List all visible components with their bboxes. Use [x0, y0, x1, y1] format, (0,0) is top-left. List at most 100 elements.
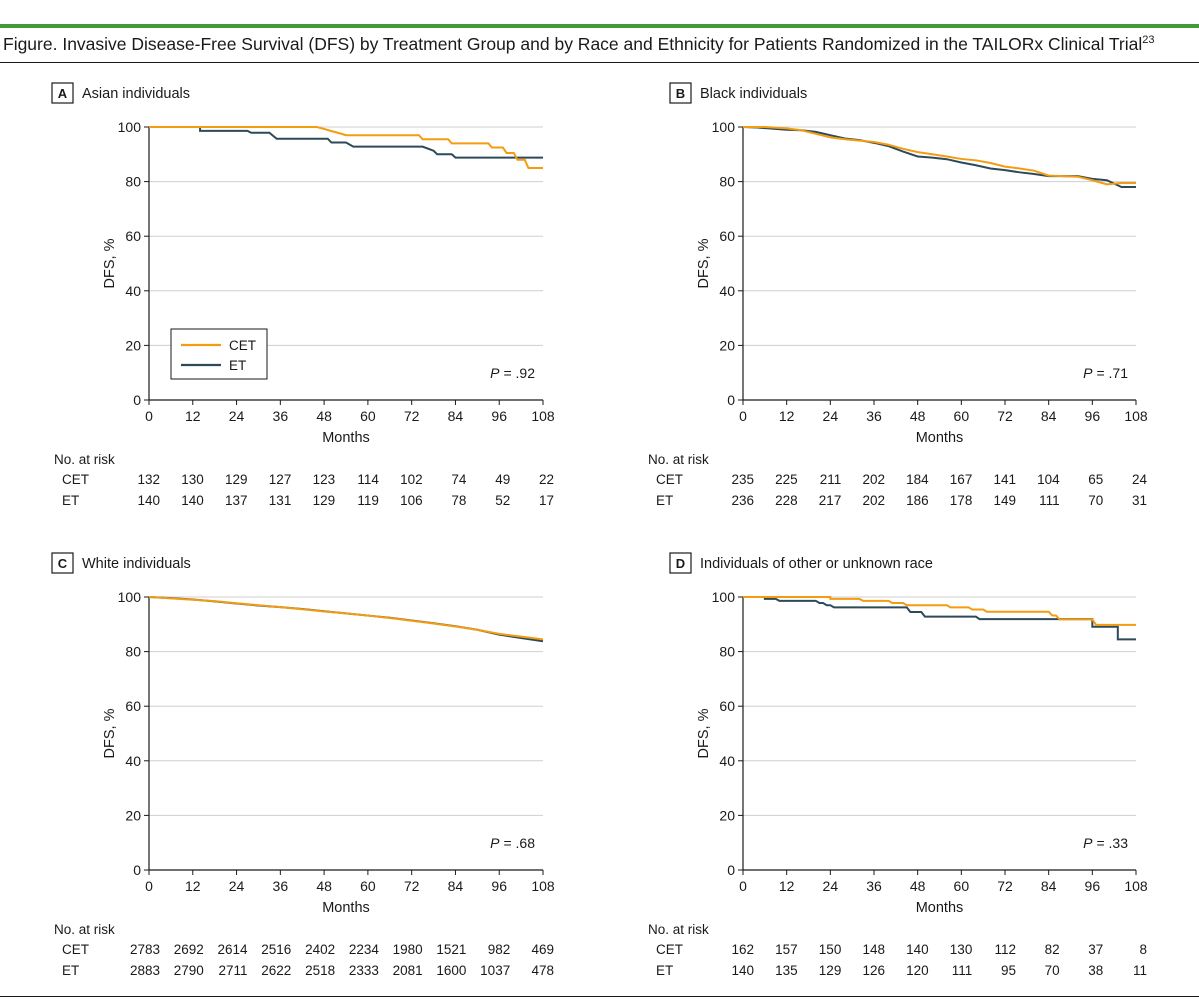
y-tick-label: 20	[719, 807, 735, 823]
at-risk-value: 149	[993, 493, 1016, 508]
panel-letter: D	[676, 556, 685, 571]
at-risk-value: 235	[731, 472, 754, 487]
top-accent-bar	[0, 24, 1199, 28]
y-tick-label: 0	[727, 392, 735, 408]
panel-letter: B	[676, 86, 685, 101]
x-tick-label: 0	[145, 878, 153, 894]
y-tick-label: 60	[719, 698, 735, 714]
legend-label-cet: CET	[229, 338, 256, 353]
series-line-et	[742, 126, 1136, 189]
panel-letter: A	[58, 86, 68, 101]
at-risk-header: No. at risk	[648, 922, 709, 937]
legend-box	[170, 328, 268, 380]
at-risk-value: 38	[1088, 963, 1103, 978]
x-tick-label: 108	[1124, 408, 1148, 424]
series-line-cet	[743, 596, 1136, 626]
at-risk-value: 1600	[436, 963, 466, 978]
x-tick-label: 108	[531, 408, 555, 424]
at-risk-value: 2081	[393, 963, 423, 978]
at-risk-value: 236	[731, 493, 754, 508]
x-tick-label: 24	[823, 878, 839, 894]
y-tick-label: 40	[125, 753, 141, 769]
panel-letter-box	[51, 552, 74, 574]
at-risk-header: No. at risk	[54, 922, 115, 937]
p-value: = .71	[1096, 365, 1128, 381]
at-risk-value: 478	[531, 963, 554, 978]
at-risk-value: 2783	[130, 942, 160, 957]
figure-title-text: Figure. Invasive Disease-Free Survival (…	[3, 34, 1143, 54]
x-tick-label: 72	[404, 878, 420, 894]
y-tick-label: 100	[712, 119, 736, 135]
panel-b: B Black individuals 0 20 40 60 80 100 0 12 24 36 48 6…	[648, 82, 1148, 508]
p-value: = .92	[503, 365, 535, 381]
panel-title: Black individuals	[700, 86, 807, 102]
x-tick-label: 12	[779, 408, 795, 424]
x-tick-label: 72	[997, 878, 1013, 894]
bottom-rule	[0, 996, 1199, 997]
at-risk-value: 130	[950, 942, 973, 957]
legend-label-et: ET	[229, 358, 246, 373]
p-value-label: P = .71	[1083, 365, 1128, 381]
at-risk-row-label: CET	[62, 942, 89, 957]
at-risk-value: 178	[950, 493, 973, 508]
panel-letter-box	[669, 552, 692, 574]
figure-reference: 23	[1142, 34, 1155, 47]
at-risk-row-label: ET	[656, 493, 673, 508]
x-tick-label: 24	[823, 408, 839, 424]
x-tick-label: 96	[1085, 878, 1101, 894]
at-risk-value: 130	[181, 472, 204, 487]
at-risk-value: 70	[1088, 493, 1103, 508]
x-tick-label: 60	[954, 878, 970, 894]
at-risk-row-label: ET	[62, 963, 79, 978]
at-risk-value: 111	[1039, 493, 1060, 508]
at-risk-value: 167	[950, 472, 973, 487]
panel-a: A Asian individuals 0 20 40 60 80 100 0 12 24 36 48 6…	[51, 82, 555, 508]
at-risk-value: 131	[269, 493, 292, 508]
at-risk-value: 148	[862, 942, 885, 957]
y-axis-label: DFS, %	[102, 238, 118, 288]
x-tick-label: 0	[145, 408, 153, 424]
at-risk-value: 112	[994, 942, 1016, 957]
at-risk-value: 2333	[349, 963, 379, 978]
at-risk-value: 141	[993, 472, 1016, 487]
title-rule	[0, 62, 1199, 63]
y-tick-label: 60	[125, 698, 141, 714]
at-risk-row-label: CET	[656, 942, 683, 957]
at-risk-value: 469	[531, 942, 554, 957]
panel-title: Individuals of other or unknown race	[700, 556, 933, 572]
x-axis-label: Months	[916, 430, 964, 446]
x-tick-label: 0	[739, 878, 747, 894]
at-risk-value: 129	[819, 963, 842, 978]
at-risk-value: 228	[775, 493, 798, 508]
y-tick-label: 100	[712, 589, 736, 605]
x-tick-label: 108	[1124, 878, 1148, 894]
at-risk-value: 22	[539, 472, 554, 487]
y-tick-label: 0	[133, 862, 141, 878]
x-tick-label: 36	[273, 408, 289, 424]
figure-title: Figure. Invasive Disease-Free Survival (…	[3, 34, 1199, 55]
at-risk-value: 217	[819, 493, 842, 508]
y-tick-label: 80	[125, 644, 141, 660]
x-tick-label: 60	[954, 408, 970, 424]
y-tick-label: 100	[118, 119, 142, 135]
x-tick-label: 12	[185, 408, 201, 424]
at-risk-value: 140	[137, 493, 160, 508]
at-risk-value: 123	[313, 472, 336, 487]
at-risk-value: 162	[731, 942, 754, 957]
at-risk-value: 202	[862, 493, 885, 508]
y-axis-label: DFS, %	[696, 708, 712, 758]
at-risk-value: 2692	[174, 942, 204, 957]
at-risk-row-label: ET	[62, 493, 79, 508]
x-tick-label: 48	[316, 408, 332, 424]
at-risk-value: 2622	[261, 963, 291, 978]
at-risk-value: 104	[1037, 472, 1060, 487]
at-risk-value: 2516	[261, 942, 291, 957]
x-tick-label: 96	[491, 408, 507, 424]
p-value-label: P = .68	[490, 835, 535, 851]
y-tick-label: 20	[719, 337, 735, 353]
x-tick-label: 48	[910, 408, 926, 424]
series-line-cet	[148, 596, 544, 641]
at-risk-value: 78	[451, 493, 466, 508]
x-tick-label: 24	[229, 408, 245, 424]
